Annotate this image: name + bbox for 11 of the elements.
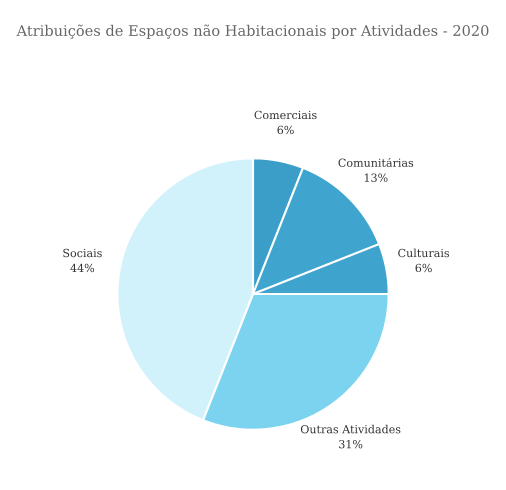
slice-label: Sociais <box>63 248 102 258</box>
data-label: 44% <box>70 264 94 272</box>
slice-label: Outras Atividades <box>300 424 400 434</box>
chart-title: Atribuições de Espaços não Habitacionais por Atividades - 2020 <box>16 24 488 39</box>
slice-label: Culturais <box>398 248 450 258</box>
slice-label: Comerciais <box>254 110 317 120</box>
data-label: 31% <box>339 440 362 448</box>
data-label: 6% <box>416 264 432 272</box>
data-label: 6% <box>277 126 294 134</box>
data-label: 13% <box>364 173 388 182</box>
slice-label: Comunitárias <box>338 158 414 167</box>
